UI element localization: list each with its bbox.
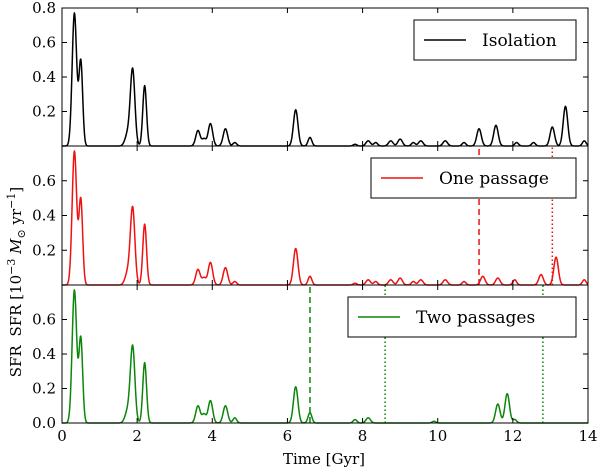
x-tick-label-1: 2 bbox=[132, 427, 142, 445]
x-tick-label-7: 14 bbox=[578, 427, 597, 445]
y-label-m: M bbox=[7, 238, 25, 259]
y-tick-label-two-passages-1: 0.2 bbox=[32, 380, 56, 398]
x-tick-label-4: 8 bbox=[358, 427, 368, 445]
legend-label-isolation: Isolation bbox=[482, 31, 557, 51]
legend-isolation: Isolation bbox=[413, 19, 577, 61]
x-tick-label-0: 0 bbox=[57, 427, 67, 445]
legend-one-passage: One passage bbox=[370, 157, 577, 199]
legend-label-one-passage: One passage bbox=[439, 169, 549, 189]
x-tick-label-2: 4 bbox=[208, 427, 218, 445]
x-tick-label-5: 10 bbox=[428, 427, 447, 445]
legend-label-two-passages: Two passages bbox=[416, 308, 535, 328]
y-label-bracket: SFR [10 bbox=[7, 275, 25, 337]
y-tick-label-isolation-2: 0.6 bbox=[32, 34, 56, 52]
y-tick-label-isolation-0: 0.2 bbox=[32, 103, 56, 121]
panel-isolation: 0.2 0.4 0.6 0.8 Isolation bbox=[32, 0, 589, 147]
y-label-unit-exp: −1 bbox=[5, 193, 18, 209]
y-axis-label: SFR SFR [10−3 M⊙ yr−1] bbox=[5, 187, 28, 378]
x-tick-label-6: 12 bbox=[503, 427, 522, 445]
y-tick-label-two-passages-0: 0.0 bbox=[32, 414, 56, 432]
panel-one-passage: 0.2 0.4 0.6 One passage bbox=[32, 145, 589, 286]
y-label-sun: ⊙ bbox=[15, 229, 28, 238]
y-label-yr: yr bbox=[7, 208, 25, 229]
y-tick-label-isolation-1: 0.4 bbox=[32, 68, 56, 86]
y-tick-label-two-passages-3: 0.6 bbox=[32, 311, 56, 329]
y-tick-label-two-passages-2: 0.4 bbox=[32, 345, 56, 363]
x-axis-label: Time [Gyr] bbox=[283, 450, 365, 468]
legend-two-passages: Two passages bbox=[347, 296, 577, 338]
y-tick-label-one-passage-2: 0.6 bbox=[32, 172, 56, 190]
y-tick-label-isolation-3: 0.8 bbox=[32, 0, 56, 17]
y-tick-label-one-passage-1: 0.4 bbox=[32, 207, 56, 225]
y-tick-label-one-passage-0: 0.2 bbox=[32, 241, 56, 259]
y-label-close: ] bbox=[7, 187, 25, 193]
x-tick-label-3: 6 bbox=[283, 427, 293, 445]
x-tick-labels: 0 2 4 6 8 10 12 14 bbox=[57, 427, 597, 445]
panels-layer: 0.2 0.4 0.6 0.8 Isolation 0.2 0.4 0.6 One passag… bbox=[32, 0, 597, 445]
y-label-exp: −3 bbox=[5, 259, 18, 275]
panel-two-passages: 0.0 0.2 0.4 0.6 Two passages bbox=[32, 284, 589, 432]
